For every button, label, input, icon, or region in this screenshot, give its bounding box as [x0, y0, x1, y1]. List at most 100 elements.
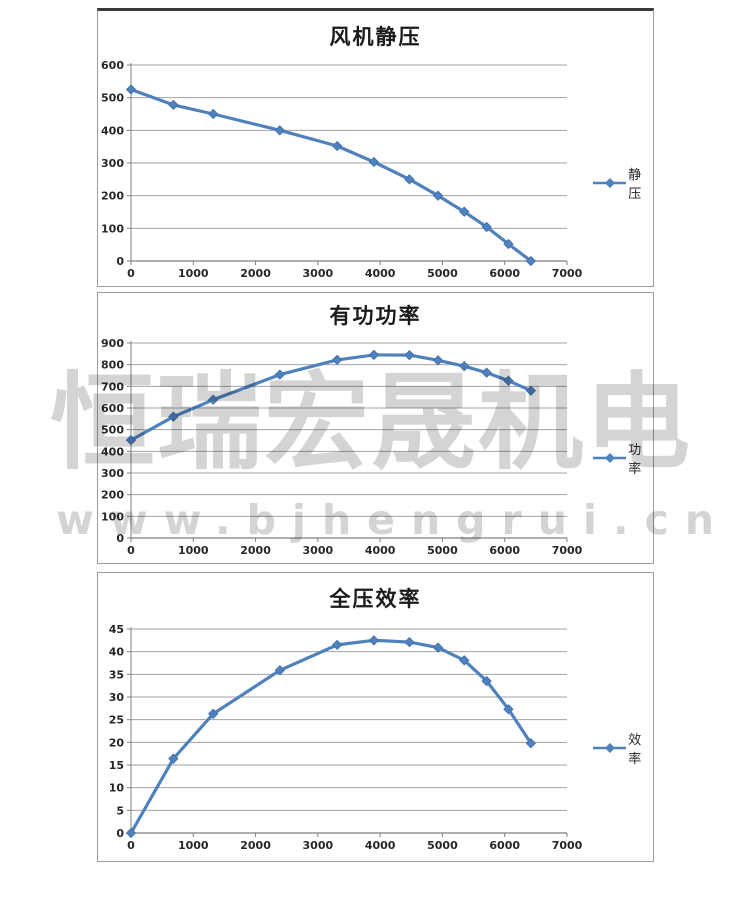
legend-label: 静压 — [628, 168, 642, 202]
series-point-marker — [368, 635, 380, 646]
chart-box-active-power: 0 100 200 300 400 500 600 700 800 900 0 1000 2000 300… — [97, 292, 654, 564]
series-point-marker — [208, 108, 219, 120]
y-tick-label: 200 — [101, 489, 124, 502]
x-tick-label: 7000 — [552, 544, 583, 557]
series-point-marker — [404, 349, 415, 361]
legend-line-diamond-icon — [593, 743, 627, 753]
series-point-marker — [125, 827, 137, 839]
x-tick-label: 2000 — [240, 544, 271, 557]
series-point-marker — [168, 99, 179, 111]
series-point-marker — [481, 221, 492, 233]
chart-title-efficiency: 全压效率 — [329, 587, 422, 611]
series-point-marker — [332, 354, 343, 366]
x-tick-label: 0 — [127, 267, 135, 280]
y-tick-label: 500 — [101, 92, 124, 105]
x-tick-label: 6000 — [489, 839, 520, 852]
series-point-marker — [432, 642, 444, 653]
series-point-marker — [368, 349, 380, 361]
series-point-marker — [208, 394, 219, 405]
series-point-marker — [168, 753, 179, 764]
legend-label: 效率 — [628, 733, 642, 767]
x-tick-label: 4000 — [365, 544, 396, 557]
y-tick-label: 20 — [109, 736, 125, 749]
y-tick-label: 300 — [101, 157, 124, 170]
series-point-marker — [459, 655, 470, 666]
x-tick-label: 3000 — [303, 267, 334, 280]
y-tick-label: 30 — [109, 691, 125, 704]
x-tick-label: 6000 — [489, 267, 520, 280]
chart-title-static-pressure: 风机静压 — [329, 25, 422, 49]
x-tick-label: 2000 — [240, 839, 271, 852]
y-tick-label: 5 — [116, 804, 124, 817]
legend-line-diamond-icon — [593, 453, 627, 463]
series-line — [129, 638, 533, 835]
x-tick-label: 7000 — [552, 839, 583, 852]
y-tick-label: 15 — [109, 759, 124, 772]
series-point-marker — [525, 385, 537, 396]
x-tick-label: 6000 — [489, 544, 520, 557]
series-line — [129, 353, 533, 442]
chart-box-static-pressure: 0 100 200 300 400 500 600 0 1000 2000 3000 4000 5000… — [97, 8, 654, 287]
series-point-marker — [481, 675, 492, 687]
series-point-marker — [274, 125, 286, 136]
y-tick-label: 0 — [116, 532, 124, 545]
y-tick-label: 0 — [116, 255, 124, 268]
x-tick-label: 7000 — [552, 267, 583, 280]
x-tick-label: 3000 — [303, 544, 334, 557]
series-point-marker — [503, 704, 514, 715]
x-tick-label: 0 — [127, 839, 135, 852]
series-point-marker — [432, 190, 444, 201]
y-tick-label: 10 — [109, 782, 125, 795]
series-point-marker — [332, 639, 343, 651]
y-tick-label: 400 — [101, 124, 124, 137]
series-point-marker — [332, 140, 343, 152]
chart-title-active-power: 有功功率 — [329, 304, 422, 328]
y-tick-label: 200 — [101, 190, 124, 203]
y-tick-label: 900 — [101, 337, 124, 350]
x-tick-label: 5000 — [427, 267, 458, 280]
y-tick-label: 0 — [116, 827, 124, 840]
x-tick-label: 3000 — [303, 839, 334, 852]
y-tick-label: 500 — [101, 424, 124, 437]
series-point-marker — [208, 708, 219, 719]
series-point-marker — [274, 665, 286, 676]
active-power-plot: 0 100 200 300 400 500 600 700 800 900 0 1000 2000 300… — [101, 337, 583, 557]
x-tick-label: 5000 — [427, 839, 458, 852]
chart-box-efficiency: 0 5 10 15 20 25 30 35 40 45 0 1000 2000 3000 4000 5000 6… — [97, 572, 654, 862]
legend-efficiency: 效率 — [592, 729, 653, 767]
series-point-marker — [404, 636, 415, 648]
x-tick-label: 4000 — [365, 839, 396, 852]
x-tick-label: 1000 — [178, 839, 209, 852]
series-point-marker — [274, 369, 286, 380]
series-point-marker — [125, 434, 137, 446]
y-tick-label: 100 — [101, 222, 124, 235]
legend-static-pressure: 静压 — [592, 164, 653, 202]
x-tick-label: 1000 — [178, 267, 209, 280]
series-point-marker — [368, 156, 380, 168]
series-point-marker — [503, 238, 514, 250]
series-point-marker — [168, 411, 179, 422]
series-point-marker — [404, 174, 415, 185]
y-tick-label: 100 — [101, 510, 124, 523]
y-tick-label: 600 — [101, 59, 124, 72]
y-tick-label: 600 — [101, 402, 124, 415]
y-tick-label: 45 — [109, 623, 124, 636]
x-tick-label: 4000 — [365, 267, 396, 280]
legend-line-diamond-icon — [593, 178, 627, 188]
x-tick-label: 1000 — [178, 544, 209, 557]
series-point-marker — [525, 255, 537, 267]
y-tick-label: 300 — [101, 467, 124, 480]
series-point-marker — [459, 361, 470, 372]
y-tick-label: 800 — [101, 359, 124, 372]
series-point-marker — [125, 84, 137, 95]
legend-active-power: 功率 — [592, 439, 653, 477]
y-tick-label: 35 — [109, 668, 124, 681]
y-tick-label: 700 — [101, 380, 124, 393]
y-tick-label: 25 — [109, 714, 124, 727]
series-point-marker — [503, 375, 514, 386]
legend-label: 功率 — [628, 443, 642, 477]
x-tick-label: 2000 — [240, 267, 271, 280]
x-tick-label: 0 — [127, 544, 135, 557]
